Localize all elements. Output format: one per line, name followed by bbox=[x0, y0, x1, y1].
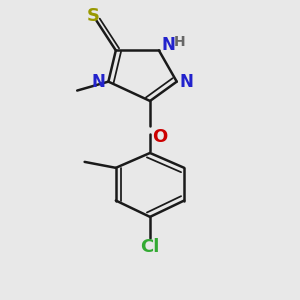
Text: N: N bbox=[179, 73, 193, 91]
Text: S: S bbox=[87, 7, 100, 25]
Text: N: N bbox=[161, 36, 176, 54]
Text: N: N bbox=[92, 73, 106, 91]
Text: Cl: Cl bbox=[140, 238, 160, 256]
Text: H: H bbox=[173, 34, 185, 49]
Text: O: O bbox=[152, 128, 167, 146]
